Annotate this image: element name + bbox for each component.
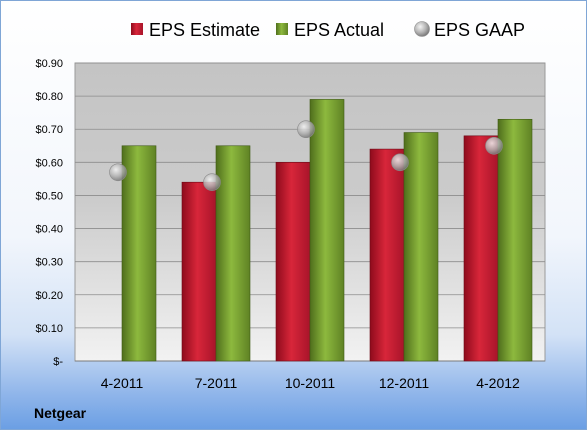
estimate-bar <box>181 181 217 362</box>
legend-estimate-marker <box>131 23 143 35</box>
actual-bar <box>497 118 533 362</box>
legend-actual-marker <box>276 23 288 35</box>
gaap-point <box>109 163 127 182</box>
legend-label: EPS GAAP <box>434 20 525 40</box>
gaap-point <box>297 120 315 139</box>
bars <box>121 99 533 362</box>
y-tick-label: $0.90 <box>35 58 63 70</box>
legend-label: EPS Actual <box>294 20 384 40</box>
y-tick-label: $0.50 <box>35 190 63 202</box>
x-tick-label: 4-2011 <box>101 375 144 391</box>
legend-label: EPS Estimate <box>149 20 260 40</box>
gaap-point <box>485 136 503 155</box>
y-tick-label: $0.80 <box>35 91 63 103</box>
y-tick-label: $0.70 <box>35 124 63 136</box>
estimate-bar <box>369 148 405 362</box>
x-tick-label: 12-2011 <box>379 375 430 391</box>
actual-bar <box>215 145 251 362</box>
company-label: Netgear <box>34 405 87 421</box>
gaap-points <box>109 120 503 191</box>
actual-bar <box>121 145 157 362</box>
y-tick-label: $0.20 <box>35 290 63 302</box>
gaap-point <box>203 173 221 191</box>
estimate-bar <box>275 162 311 362</box>
legend: EPS Estimate EPS Actual EPS GAAP <box>131 20 525 40</box>
actual-bar <box>309 99 345 362</box>
actual-bar <box>403 132 439 362</box>
gaap-point <box>391 153 409 172</box>
y-tick-label: $0.10 <box>35 323 63 335</box>
y-tick-label: $- <box>53 356 63 368</box>
y-tick-label: $0.40 <box>35 224 63 236</box>
x-tick-label: 7-2011 <box>195 375 238 391</box>
y-tick-label: $0.30 <box>35 257 63 269</box>
y-tick-label: $0.60 <box>35 157 63 169</box>
legend-gaap-marker <box>414 21 430 37</box>
estimate-bar <box>463 135 499 362</box>
x-tick-label: 10-2011 <box>285 375 336 391</box>
x-tick-label: 4-2012 <box>476 375 520 391</box>
